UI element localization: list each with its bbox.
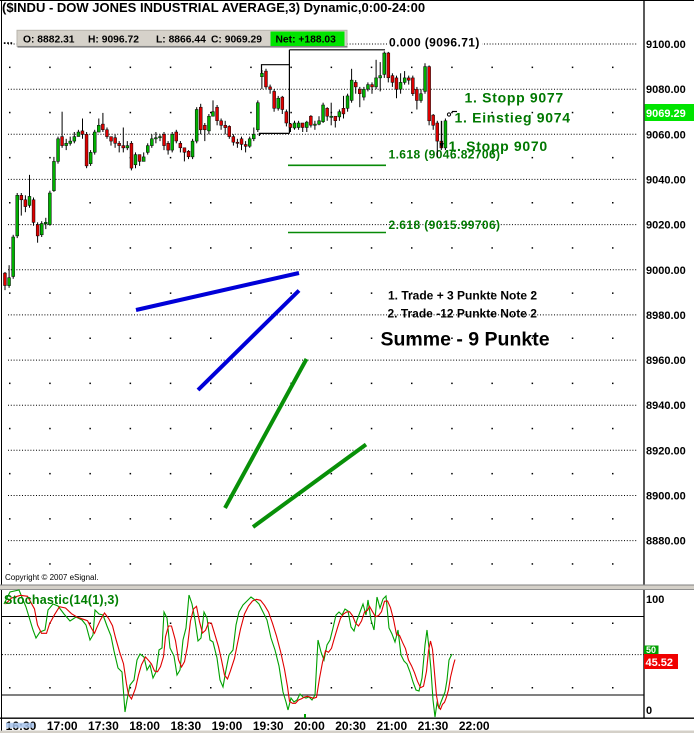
svg-text:9020.00: 9020.00 bbox=[646, 220, 686, 232]
svg-text:17:30: 17:30 bbox=[88, 719, 119, 733]
svg-text:19:30: 19:30 bbox=[253, 719, 284, 733]
svg-text:8920.00: 8920.00 bbox=[646, 445, 686, 457]
svg-text:1.618 (9046.82706): 1.618 (9046.82706) bbox=[389, 148, 501, 162]
svg-text:Net: +188.03: Net: +188.03 bbox=[276, 35, 337, 46]
svg-text:9060.00: 9060.00 bbox=[646, 129, 686, 141]
svg-text:21:30: 21:30 bbox=[418, 719, 449, 733]
svg-text:1. Einstieg 9074: 1. Einstieg 9074 bbox=[455, 110, 571, 126]
svg-text:100: 100 bbox=[646, 594, 664, 606]
svg-text:2. Trade -12 Punkte Note 2: 2. Trade -12 Punkte Note 2 bbox=[388, 307, 538, 321]
svg-text:0: 0 bbox=[646, 705, 652, 717]
svg-text:1. Trade + 3 Punkte Note 2: 1. Trade + 3 Punkte Note 2 bbox=[388, 289, 537, 303]
svg-text:9000.00: 9000.00 bbox=[646, 265, 686, 277]
svg-text:8960.00: 8960.00 bbox=[646, 355, 686, 367]
svg-text:H: 9096.72: H: 9096.72 bbox=[88, 35, 139, 46]
svg-text:18:00: 18:00 bbox=[129, 719, 160, 733]
svg-text:Stochastic(14(1),3): Stochastic(14(1),3) bbox=[4, 593, 119, 607]
svg-text:2.618 (9015.99706): 2.618 (9015.99706) bbox=[389, 218, 501, 232]
svg-text:1. Stopp 9070: 1. Stopp 9070 bbox=[449, 138, 548, 154]
svg-text:Copyright © 2007 eSignal.: Copyright © 2007 eSignal. bbox=[5, 573, 99, 582]
svg-text:20:30: 20:30 bbox=[335, 719, 366, 733]
svg-text:Summe - 9 Punkte: Summe - 9 Punkte bbox=[381, 329, 550, 351]
svg-text:0.000 (9096.71): 0.000 (9096.71) bbox=[389, 36, 480, 50]
svg-text:17:00: 17:00 bbox=[47, 719, 78, 733]
svg-text:8940.00: 8940.00 bbox=[646, 400, 686, 412]
svg-text:C: 9069.29: C: 9069.29 bbox=[211, 35, 262, 46]
svg-text:...: ... bbox=[3, 33, 13, 47]
svg-text:18:30: 18:30 bbox=[170, 719, 201, 733]
svg-text:19:00: 19:00 bbox=[212, 719, 243, 733]
svg-text:9040.00: 9040.00 bbox=[646, 174, 686, 186]
svg-text:9069.29: 9069.29 bbox=[646, 108, 686, 120]
svg-text:21:00: 21:00 bbox=[376, 719, 407, 733]
svg-text:L: 8866.44: L: 8866.44 bbox=[156, 35, 206, 46]
svg-text:9080.00: 9080.00 bbox=[646, 84, 686, 96]
svg-text:($INDU - DOW JONES INDUSTRIAL: ($INDU - DOW JONES INDUSTRIAL AVERAGE,3)… bbox=[2, 0, 425, 15]
svg-text:8900.00: 8900.00 bbox=[646, 491, 686, 503]
svg-text:50: 50 bbox=[646, 645, 656, 655]
svg-text:20:00: 20:00 bbox=[294, 719, 325, 733]
svg-text:22:00: 22:00 bbox=[459, 719, 490, 733]
svg-text:9100.00: 9100.00 bbox=[646, 39, 686, 51]
svg-text:45.52: 45.52 bbox=[646, 657, 674, 669]
svg-text:1. Stopp 9077: 1. Stopp 9077 bbox=[465, 90, 564, 106]
svg-text:O: 8882.31: O: 8882.31 bbox=[23, 35, 75, 46]
svg-text:8980.00: 8980.00 bbox=[646, 310, 686, 322]
svg-text:8880.00: 8880.00 bbox=[646, 536, 686, 548]
